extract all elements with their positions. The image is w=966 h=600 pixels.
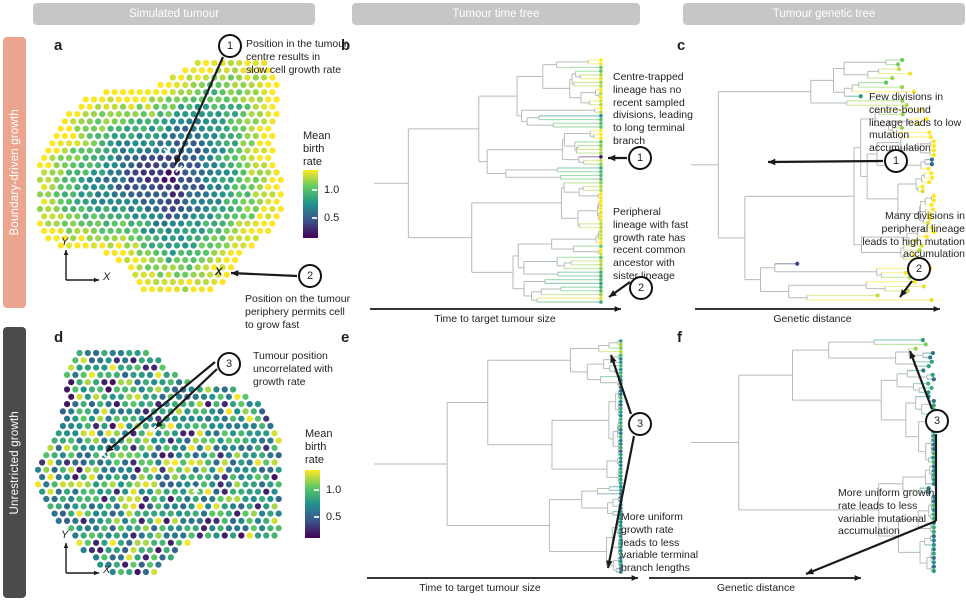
column-header-genetic-tree: Tumour genetic tree	[683, 3, 965, 25]
panel-letter-b: b	[341, 37, 351, 54]
annotation-b2-text: Peripheral lineage with fast growth rate…	[613, 206, 689, 282]
callout-circle-1-b: 1	[628, 146, 652, 170]
panel-letter-c: c	[677, 37, 686, 54]
callout-circle-3-e: 3	[628, 412, 652, 436]
colorbar-a-tick-low	[312, 217, 317, 219]
annotation-e3-text: More uniform growth rate leads to less v…	[621, 511, 699, 575]
callout-circle-2-a: 2	[298, 264, 322, 288]
annotation-a2-text: Position on the tumour periphery permits…	[245, 293, 351, 331]
axis-label-genetic-c: Genetic distance	[773, 313, 852, 325]
panel-letter-e: e	[341, 329, 350, 346]
tumour-scatter-a	[36, 59, 284, 293]
axis-arrows	[63, 250, 940, 581]
callout-circle-3-d: 3	[217, 352, 241, 376]
callout-circle-1-a: 1	[218, 34, 242, 58]
colorbar-d	[305, 470, 320, 538]
callout-circle-2-b: 2	[629, 276, 653, 300]
y-axis-letter-d: Y	[61, 529, 69, 541]
colorbar-d-label-high: 1.0	[326, 484, 342, 496]
annotation-c1-text: Few divisions in centre-bound lineage le…	[869, 91, 962, 155]
peripheral-cell-marker: X	[215, 266, 223, 278]
y-axis-letter-a: Y	[61, 236, 69, 248]
row-label-boundary-driven: Boundary-driven growth	[3, 37, 26, 308]
callout-circle-3-f: 3	[925, 409, 949, 433]
annotation-arrows	[105, 56, 938, 576]
panel-letter-f: f	[677, 329, 682, 346]
colorbar-d-tick-high	[314, 489, 319, 491]
time-tree-e	[374, 339, 623, 574]
cell-x-marks	[99, 148, 200, 493]
axis-label-genetic-f: Genetic distance	[716, 582, 796, 594]
colorbar-title-d: Mean birth rate	[305, 428, 333, 466]
annotation-f3-text: More uniform growth rate leads to less v…	[838, 487, 935, 538]
annotation-a1-text: Position in the tumour centre results in…	[246, 38, 348, 76]
genetic-tree-c	[691, 57, 936, 303]
annotation-b1-text: Centre-trapped lineage has no recent sam…	[613, 71, 693, 147]
colorbar-d-label-low: 0.5	[326, 511, 342, 523]
callout-circle-1-c: 1	[884, 149, 908, 173]
column-header-simulated-tumour: Simulated tumour	[33, 3, 315, 25]
axis-label-time-b: Time to target tumour size	[434, 313, 556, 325]
column-header-time-tree: Tumour time tree	[352, 3, 640, 25]
tumour-scatter-d	[34, 349, 282, 576]
genetic-tree-f	[691, 337, 936, 574]
row-label-unrestricted: Unrestricted growth	[3, 327, 26, 598]
row-label-unrestricted-text: Unrestricted growth	[8, 410, 21, 515]
panel-letter-d: d	[54, 329, 64, 346]
annotation-c2-text: Many divisions in peripheral lineage lea…	[862, 210, 965, 261]
panel-letter-a: a	[54, 37, 63, 54]
colorbar-a-label-low: 0.5	[324, 212, 340, 224]
colorbar-d-tick-low	[314, 516, 319, 518]
colorbar-title-a: Mean birth rate	[303, 130, 331, 168]
colorbar-a-tick-high	[312, 189, 317, 191]
row-label-boundary-driven-text: Boundary-driven growth	[8, 109, 21, 236]
callout-circle-2-c: 2	[907, 257, 931, 281]
time-tree-b	[374, 58, 603, 304]
annotation-d3-text: Tumour position uncorrelated with growth…	[253, 350, 333, 388]
x-axis-letter-a: X	[103, 271, 111, 283]
colorbar-a-label-high: 1.0	[324, 184, 340, 196]
x-axis-letter-d: X	[103, 564, 111, 576]
axis-label-time-e: Time to target tumour size	[419, 582, 541, 594]
colorbar-a	[303, 170, 318, 238]
